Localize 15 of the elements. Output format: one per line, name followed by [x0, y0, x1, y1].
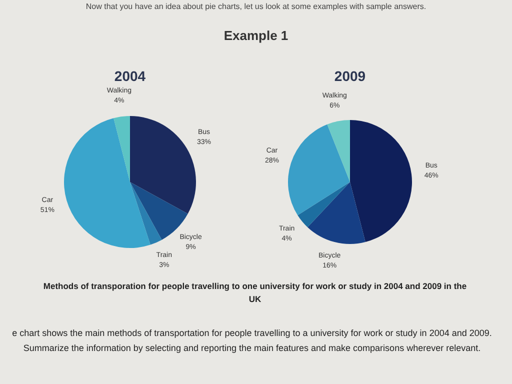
text: Example 1 — [222, 28, 290, 43]
pie-slice — [350, 120, 412, 242]
pie-slice — [327, 120, 350, 182]
pie-slice — [130, 116, 196, 214]
text: Methods of transporation for people travelling to one university for work or study in 2004 and 2009 in the UK — [42, 280, 468, 306]
pie-slice — [298, 182, 350, 228]
text: e chart shows the main methods of transportation for people travelling to a university for work or study in 2004 and 2009. Summarize the information by selecting and reporting the main features and make comparisons wherever relevant. — [11, 327, 493, 355]
chart-title: 2004 — [113, 68, 147, 84]
pie-slice — [64, 118, 150, 248]
pie-slice — [308, 182, 366, 244]
pie-slice — [130, 182, 162, 245]
chart-title: 2009 — [333, 68, 367, 84]
text: Now that you have an idea about pie charts, let us look at some examples with sample answers. — [84, 2, 428, 11]
pie-slice — [288, 124, 350, 216]
pie-slice — [114, 116, 130, 182]
